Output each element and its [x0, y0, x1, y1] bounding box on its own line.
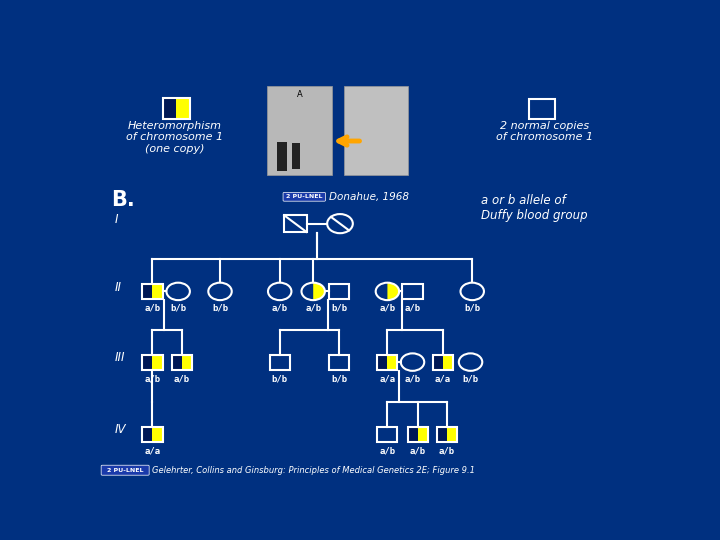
Text: a/b: a/b — [379, 304, 395, 313]
Bar — [344, 85, 408, 175]
Text: 2 PU-LNEL: 2 PU-LNEL — [286, 194, 323, 199]
Text: a/b: a/b — [405, 304, 420, 313]
Bar — [292, 150, 300, 168]
Polygon shape — [182, 355, 192, 369]
Polygon shape — [377, 355, 387, 369]
Text: B.: B. — [111, 191, 135, 211]
Text: III: III — [115, 352, 125, 365]
Text: b/b: b/b — [331, 304, 348, 313]
Text: b/b: b/b — [331, 375, 348, 383]
FancyBboxPatch shape — [101, 465, 149, 475]
Circle shape — [461, 282, 484, 300]
Text: b/b: b/b — [271, 375, 288, 383]
Text: II: II — [115, 281, 122, 294]
Polygon shape — [153, 284, 163, 299]
Polygon shape — [402, 284, 423, 299]
Text: b/b: b/b — [464, 304, 480, 313]
Circle shape — [268, 282, 292, 300]
Polygon shape — [172, 355, 182, 369]
Text: a/b: a/b — [145, 375, 161, 383]
Bar — [277, 141, 287, 165]
Circle shape — [401, 353, 424, 371]
Polygon shape — [163, 98, 176, 119]
Text: I: I — [115, 213, 119, 226]
Text: 2 PU-LNEL: 2 PU-LNEL — [107, 468, 143, 472]
Polygon shape — [153, 355, 163, 369]
Polygon shape — [387, 355, 397, 369]
Circle shape — [459, 353, 482, 371]
Text: b/b: b/b — [212, 304, 228, 313]
Polygon shape — [143, 355, 153, 369]
Polygon shape — [176, 98, 190, 119]
Polygon shape — [270, 355, 289, 369]
Bar — [277, 148, 287, 167]
Text: a/b: a/b — [305, 304, 321, 313]
Polygon shape — [302, 282, 313, 300]
Text: a/b: a/b — [174, 375, 190, 383]
Polygon shape — [313, 282, 325, 300]
Text: a/b: a/b — [410, 447, 426, 456]
Bar — [292, 143, 300, 165]
Bar — [267, 85, 332, 175]
Polygon shape — [329, 355, 349, 369]
Text: a/b: a/b — [145, 304, 161, 313]
Text: Heteromorphism
of chromosome 1
(one copy): Heteromorphism of chromosome 1 (one copy… — [126, 120, 223, 154]
Text: a or b allele of
Duffy blood group: a or b allele of Duffy blood group — [481, 194, 588, 222]
Bar — [277, 158, 287, 171]
FancyBboxPatch shape — [283, 192, 325, 201]
Text: a/a: a/a — [435, 375, 451, 383]
Text: a/b: a/b — [271, 304, 288, 313]
Polygon shape — [377, 427, 397, 442]
Circle shape — [208, 282, 232, 300]
Text: a/a: a/a — [145, 447, 161, 456]
Polygon shape — [443, 355, 453, 369]
Polygon shape — [408, 427, 418, 442]
Polygon shape — [143, 427, 153, 442]
Text: 2 normal copies
of chromosome 1: 2 normal copies of chromosome 1 — [496, 120, 593, 142]
Text: a/b: a/b — [439, 447, 455, 456]
Text: a/a: a/a — [379, 375, 395, 383]
Circle shape — [166, 282, 190, 300]
Polygon shape — [387, 282, 399, 300]
Polygon shape — [143, 284, 153, 299]
Text: A: A — [297, 90, 302, 99]
Text: Gelehrter, Collins and Ginsburg: Principles of Medical Genetics 2E; Figure 9.1: Gelehrter, Collins and Ginsburg: Princip… — [153, 465, 475, 475]
Polygon shape — [447, 427, 457, 442]
Polygon shape — [153, 427, 163, 442]
Polygon shape — [418, 427, 428, 442]
Text: b/b: b/b — [462, 375, 479, 383]
Text: a/b: a/b — [379, 447, 395, 456]
Polygon shape — [433, 355, 443, 369]
Text: Donahue, 1968: Donahue, 1968 — [329, 192, 409, 202]
Circle shape — [327, 214, 353, 233]
Text: b/b: b/b — [170, 304, 186, 313]
Polygon shape — [329, 284, 349, 299]
Polygon shape — [437, 427, 447, 442]
Polygon shape — [284, 215, 307, 232]
Text: a/b: a/b — [405, 375, 420, 383]
Polygon shape — [376, 282, 387, 300]
Text: IV: IV — [115, 423, 127, 436]
Polygon shape — [528, 99, 555, 119]
